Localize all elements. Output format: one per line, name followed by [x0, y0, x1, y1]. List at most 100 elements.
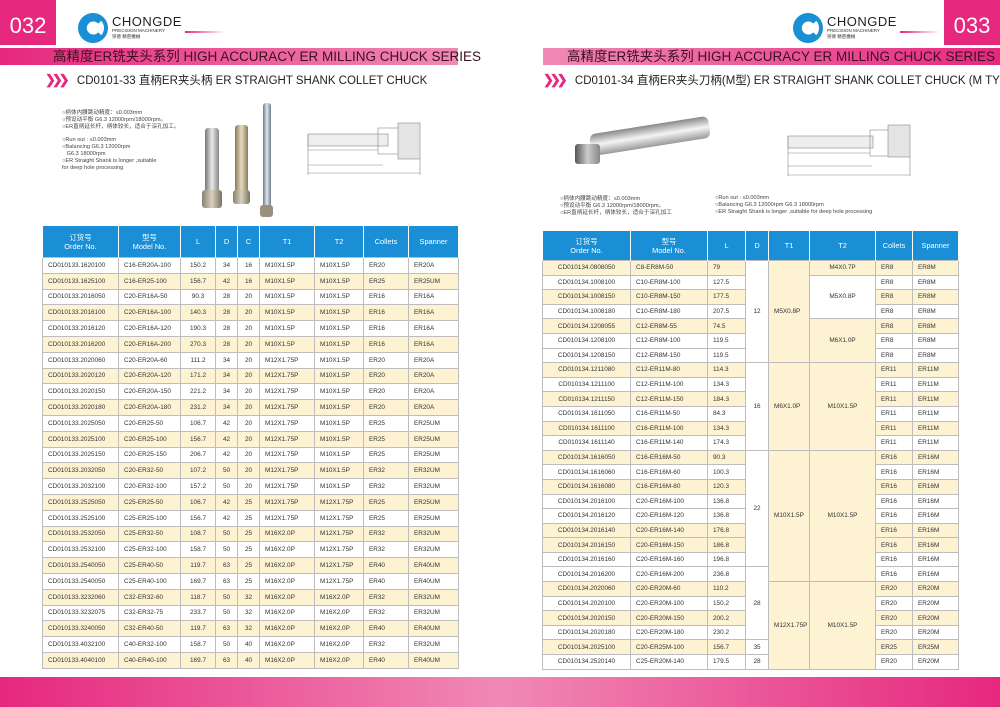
table-cell: C40-ER40-100	[118, 651, 181, 669]
table-cell: C12-ER8M-100	[630, 332, 708, 349]
logo-cn: 崇德 精密機械	[112, 34, 141, 39]
table-cell: ER11	[875, 362, 913, 378]
header-text: Model No.	[652, 245, 686, 255]
table-row: CD010134.2520140 C25-ER20M-140 179.5 28 ER20…	[542, 654, 959, 670]
table-cell: ER8	[875, 332, 913, 349]
table-cell: 20	[237, 367, 260, 385]
table-cell: 157.2	[180, 478, 216, 495]
table-cell: ER16A	[408, 288, 459, 306]
table-cell: C20-ER20A-150	[118, 383, 181, 401]
table-cell: M12X1.75P	[259, 399, 315, 416]
table-cell: 25	[237, 541, 260, 559]
page-number-text: 033	[953, 13, 991, 38]
table-cell: C10-ER8M-180	[630, 303, 708, 320]
table-cell: C32-ER32-60	[118, 588, 181, 606]
technical-drawing-right	[787, 124, 911, 176]
table-cell: M12X1.75P	[314, 509, 364, 527]
table-cell: C32-ER40-50	[118, 620, 181, 638]
table-cell: CD010134.2020180	[542, 624, 631, 641]
header-text: 型号	[661, 236, 677, 246]
table-cell: C20-ER32-100	[118, 478, 181, 495]
table-cell: 134.3	[707, 420, 746, 437]
page-number-right: 033	[944, 0, 1000, 45]
table-cell: M10X1.5P	[314, 351, 364, 369]
table-row: CD010134.1208100 C12-ER8M-100 119.5 ER8 ER8M	[542, 332, 959, 349]
table-cell: ER16M	[912, 449, 959, 466]
table-cell: C40-ER32-100	[118, 636, 181, 653]
table-cell: 200.2	[707, 610, 746, 626]
table-cell: CD010134.2025100	[542, 639, 631, 656]
table-cell: C25-ER40-50	[118, 557, 181, 574]
table-cell: 119.7	[180, 620, 216, 638]
table-cell: ER8M	[912, 318, 959, 334]
table-cell: ER8M	[912, 289, 959, 305]
table-cell: M10X1.5P	[314, 257, 364, 274]
table-cell: ER16A	[408, 335, 459, 353]
table-cell: C16-ER20A-100	[118, 257, 181, 274]
table-cell: ER16	[363, 288, 409, 306]
table-cell: ER20M	[912, 610, 959, 626]
product-photo-left	[200, 100, 280, 220]
table-cell: ER32	[363, 541, 409, 559]
table-cell: M10X1.5P	[314, 414, 364, 432]
table-cell: CD010133.2020150	[42, 383, 119, 401]
header-text: L	[195, 237, 201, 246]
subtitle-text: CD0101-34 直柄ER夹头刀柄(M型) ER STRAIGHT SHANK…	[574, 75, 1000, 87]
table-cell: CD010134.2520140	[542, 654, 631, 670]
table-cell: C20-ER16M-140	[630, 522, 708, 539]
table-cell: 63	[215, 651, 238, 669]
table-cell: CD010134.1611140	[542, 435, 631, 451]
table-cell: C20-ER16A-120	[118, 320, 181, 337]
table-cell: ER32	[363, 588, 409, 606]
table-cell: 206.7	[180, 446, 216, 464]
table-cell: C12-ER8M-150	[630, 347, 708, 364]
table-cell: CD010133.2540050	[42, 572, 119, 590]
table-cell: M12X1.75P	[259, 414, 315, 432]
table-cell: 110.2	[707, 581, 746, 597]
table-cell: ER16A	[408, 304, 459, 322]
table-cell: M10X1.5P	[259, 335, 315, 353]
table-cell: 169.7	[180, 572, 216, 590]
table-cell: ER32UM	[408, 636, 459, 653]
note: for deep hole processing	[62, 165, 124, 172]
table-row: CD010133.2025050 C20-ER25-50 106.7 42 20 M12X…	[42, 414, 459, 432]
table-cell: ER16	[875, 537, 913, 553]
table-cell: ER32UM	[408, 462, 459, 480]
table-cell: 20	[237, 335, 260, 353]
table-cell: ER16	[363, 304, 409, 322]
page-number-left: 032	[0, 0, 56, 45]
product-subtitle-right: ❯❯❯ CD0101-34 直柄ER夹头刀柄(M型) ER STRAIGHT S…	[543, 72, 1000, 88]
table-cell: 270.3	[180, 335, 216, 353]
table-cell: ER8	[875, 274, 913, 291]
table-cell: 179.5	[707, 654, 746, 670]
table-cell: C20-ER16M-120	[630, 508, 708, 524]
table-cell: CD010133.2532050	[42, 525, 119, 543]
table-cell: ER20	[363, 383, 409, 401]
table-cell: M12X1.75P	[259, 383, 315, 401]
table-cell: 50	[215, 588, 238, 606]
table-cell: 50	[215, 478, 238, 495]
table-cell: ER8	[875, 347, 913, 364]
table-cell: M10X1.5P	[314, 304, 364, 322]
table-cell: M12X1.75P	[259, 462, 315, 480]
table-cell: M12X1.75P	[314, 541, 364, 559]
table-cell: CD010134.2016160	[542, 551, 631, 568]
table-cell: ER25	[875, 639, 913, 656]
chevrons-icon: ❯❯❯	[543, 72, 568, 87]
banner-text: 高精度ER铣夹头系列 HIGH ACCURACY ER MILLING CHUC…	[567, 49, 996, 64]
table-cell: 233.7	[180, 604, 216, 622]
table-cell: 184.3	[707, 391, 746, 407]
table-cell: CD010133.2532100	[42, 541, 119, 559]
table-cell: ER16	[875, 566, 913, 583]
table-cell: C12-ER8M-55	[630, 318, 708, 334]
table-cell: 127.5	[707, 274, 746, 291]
table-cell: 74.5	[707, 318, 746, 334]
table-cell: 136.8	[707, 493, 746, 510]
table-cell: ER8M	[912, 260, 959, 276]
table-row: CD010134.2025100 C20-ER25M-100 156.7 35 ER25…	[542, 639, 959, 656]
header-text: T1	[784, 241, 794, 250]
table-cell: ER20M	[912, 654, 959, 670]
table-cell: ER20M	[912, 581, 959, 597]
table-cell: M10X1.5P	[809, 449, 876, 583]
table-cell: 40	[237, 636, 260, 653]
